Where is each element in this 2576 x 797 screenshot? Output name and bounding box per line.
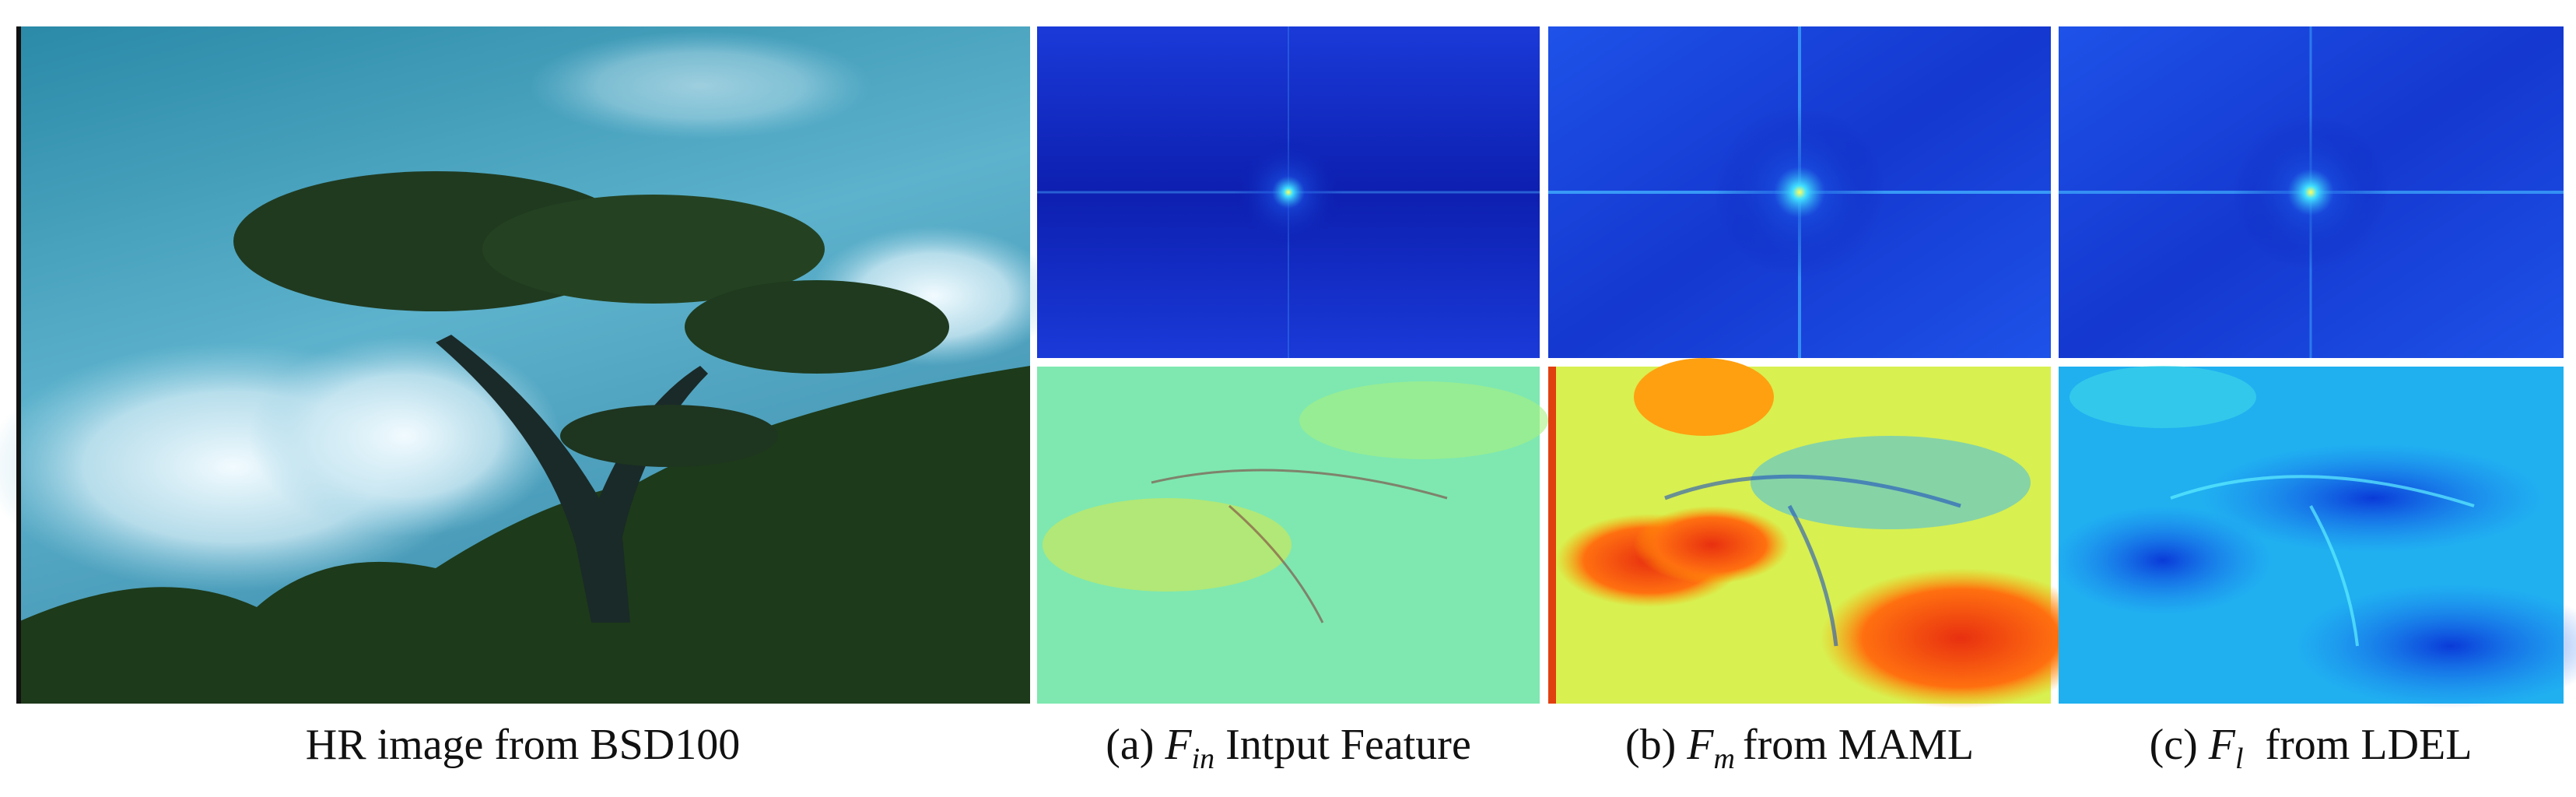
hr-image	[0, 26, 1058, 704]
feature-map-c	[2054, 366, 2576, 708]
caption-c: (c) Fl from LDEL	[2150, 721, 2473, 775]
caption-text: from LDEL	[2266, 721, 2473, 769]
caption-symbol: F	[2208, 721, 2236, 769]
caption-subscript: in	[1192, 743, 1215, 775]
spectrum-b	[1548, 26, 2051, 358]
caption-label: (b)	[1625, 721, 1676, 769]
caption-subscript: m	[1713, 743, 1734, 775]
caption-a: (a) Fin Intput Feature	[1106, 721, 1471, 775]
caption-text: Intput Feature	[1225, 721, 1471, 769]
hr-caption: HR image from BSD100	[306, 721, 740, 769]
feature-map-b	[1548, 358, 2101, 708]
caption-subscript: l	[2235, 743, 2244, 775]
caption-label: (a)	[1106, 721, 1154, 769]
caption-label: (c)	[2150, 721, 2198, 769]
spectrum-c	[2059, 26, 2564, 358]
caption-text: from MAML	[1743, 721, 1974, 769]
caption-b: (b) Fm from MAML	[1625, 721, 1974, 775]
caption-symbol: F	[1686, 721, 1714, 769]
feature-map-a	[1037, 367, 1548, 704]
caption-symbol: F	[1164, 721, 1192, 769]
spectrum-a	[1037, 26, 1540, 358]
